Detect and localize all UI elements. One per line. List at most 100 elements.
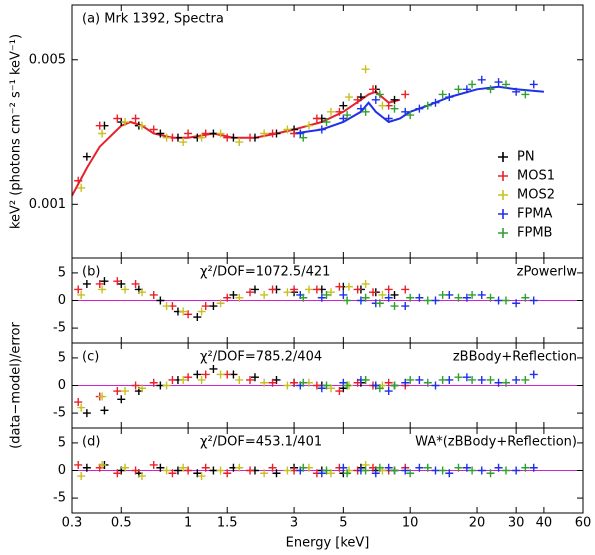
data-point xyxy=(201,370,210,379)
data-point xyxy=(353,95,362,104)
data-point xyxy=(339,101,348,110)
data-point xyxy=(197,472,206,481)
y-tick-label: -5 xyxy=(53,491,66,506)
x-tick-label: 40 xyxy=(536,516,553,531)
data-point xyxy=(339,114,348,123)
data-point xyxy=(168,375,177,384)
data-point xyxy=(361,293,370,302)
data-point xyxy=(117,395,126,404)
data-point xyxy=(216,129,225,138)
data-point xyxy=(406,111,415,120)
data-point xyxy=(401,302,410,311)
y-tick-label: -5 xyxy=(53,321,66,336)
data-point xyxy=(368,463,377,472)
legend-marker xyxy=(498,152,508,162)
data-point xyxy=(438,375,447,384)
legend-label: MOS1 xyxy=(517,169,555,184)
model-name: WA*(zBBody+Reflection) xyxy=(415,435,577,450)
y-tick-label: 0 xyxy=(58,293,66,308)
data-point xyxy=(209,466,218,475)
data-point xyxy=(521,463,530,472)
data-point xyxy=(468,375,477,384)
data-point xyxy=(131,381,140,390)
data-point xyxy=(390,466,399,475)
data-point xyxy=(512,87,521,96)
legend-marker xyxy=(498,228,508,238)
data-point xyxy=(304,285,313,294)
x-axis-label: Energy [keV] xyxy=(286,536,370,551)
data-point xyxy=(209,364,218,373)
data-point xyxy=(283,288,292,297)
y-tick-label: 0.005 xyxy=(29,52,66,67)
data-point xyxy=(423,296,432,305)
data-point xyxy=(477,290,486,299)
data-point xyxy=(384,463,393,472)
data-point xyxy=(95,279,104,288)
data-point xyxy=(179,138,188,147)
data-point xyxy=(438,90,447,99)
data-point xyxy=(193,469,202,478)
data-point xyxy=(184,373,193,382)
data-point xyxy=(149,125,158,134)
data-point xyxy=(162,302,171,311)
data-point xyxy=(454,463,463,472)
data-point xyxy=(113,469,122,478)
data-point xyxy=(423,101,432,110)
data-point xyxy=(223,293,232,302)
data-point xyxy=(406,469,415,478)
data-point xyxy=(406,293,415,302)
data-point xyxy=(494,463,503,472)
data-point xyxy=(521,293,530,302)
data-point xyxy=(423,378,432,387)
data-point xyxy=(268,285,277,294)
data-point xyxy=(77,183,86,192)
data-point xyxy=(77,290,86,299)
data-point xyxy=(268,129,277,138)
data-point xyxy=(299,293,308,302)
data-point xyxy=(317,384,326,393)
data-point xyxy=(290,378,299,387)
data-point xyxy=(445,469,454,478)
x-tick-label: 1 xyxy=(184,516,192,531)
data-point xyxy=(378,101,387,110)
data-point xyxy=(312,285,321,294)
data-point xyxy=(246,288,255,297)
legend-marker xyxy=(498,190,508,200)
legend-marker xyxy=(498,209,508,219)
data-point xyxy=(98,285,107,294)
data-point xyxy=(494,378,503,387)
fit-statistic: χ²/DOF=785.2/404 xyxy=(200,350,322,365)
data-point xyxy=(415,463,424,472)
legend-label: FPMB xyxy=(517,226,552,241)
model-name: zPowerlw xyxy=(517,265,578,280)
data-point xyxy=(375,463,384,472)
data-point xyxy=(438,290,447,299)
data-point xyxy=(299,133,308,142)
data-point xyxy=(138,288,147,297)
legend-label: FPMA xyxy=(517,207,553,222)
panel-label: (a) Mrk 1392, Spectra xyxy=(82,12,224,27)
data-point xyxy=(149,378,158,387)
data-point xyxy=(368,288,377,297)
data-point xyxy=(335,387,344,396)
data-point xyxy=(250,373,259,382)
data-point xyxy=(235,293,244,302)
data-point xyxy=(462,373,471,382)
data-point xyxy=(201,463,210,472)
data-point xyxy=(260,469,269,478)
data-point xyxy=(512,466,521,475)
data-point xyxy=(344,93,353,102)
data-point xyxy=(486,375,495,384)
y-tick-label: -5 xyxy=(53,406,66,421)
data-point xyxy=(82,152,91,161)
panel-label: (b) xyxy=(82,265,100,280)
data-point xyxy=(361,279,370,288)
data-point xyxy=(162,133,171,142)
data-point xyxy=(327,469,336,478)
data-point xyxy=(296,129,305,138)
data-point xyxy=(272,469,281,478)
data-point xyxy=(343,296,352,305)
data-point xyxy=(179,463,188,472)
model-line xyxy=(293,85,544,135)
data-point xyxy=(371,469,380,478)
